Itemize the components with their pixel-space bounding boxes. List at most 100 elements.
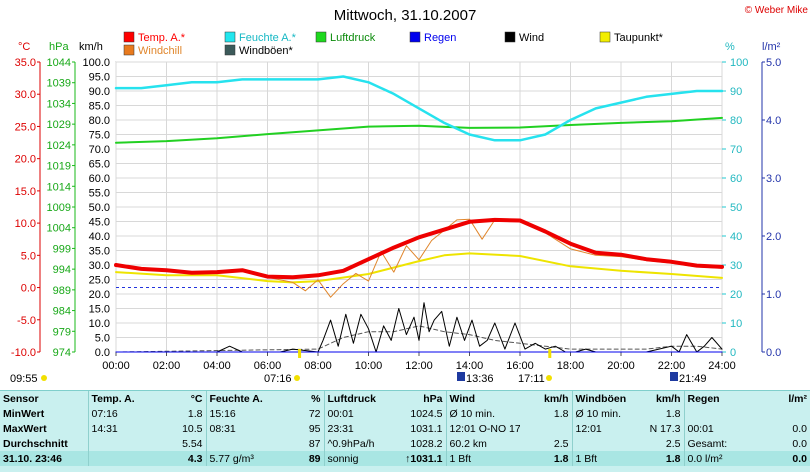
stats-cell: Feuchte A. <box>205 391 266 406</box>
rain-tick-label: 4.0 <box>766 115 781 127</box>
stats-cell: 5.54 <box>182 437 203 450</box>
legend-swatch <box>315 31 327 43</box>
stats-cell: 1028.2 <box>410 437 443 450</box>
pressure-tick-label: 1019 <box>47 161 71 173</box>
x-tick-label: 04:00 <box>203 360 231 372</box>
stats-cell: 95 <box>308 422 321 435</box>
time-marker-label: 09:55 <box>10 373 38 385</box>
stats-cell: Luftdruck <box>323 391 386 406</box>
stats-cell: 5.77 g/m³ <box>205 451 266 466</box>
series-line-taupunkt <box>115 252 723 284</box>
x-tick-label: 06:00 <box>254 360 282 372</box>
stats-cell: 12:01 O-NO 17.3 <box>445 421 520 436</box>
stats-cell: 10.5 <box>182 422 203 435</box>
wind-tick-label: 55.0 <box>89 188 110 200</box>
pressure-tick-label: 1034 <box>47 98 71 110</box>
temp-tick-label: 30.0 <box>15 89 36 101</box>
legend-swatch <box>599 31 611 43</box>
temp-tick-label: -5.0 <box>17 315 36 327</box>
pressure-tick-label: 989 <box>53 285 71 297</box>
humidity-unit-label: % <box>725 41 735 53</box>
wind-tick-label: 25.0 <box>89 275 110 287</box>
stats-cell: 1.8 <box>187 407 203 420</box>
legend-swatch <box>224 44 236 56</box>
stats-cell: Ø 10 min. <box>445 406 520 421</box>
humidity-tick-label: 50 <box>730 202 742 214</box>
series-line-tempa <box>114 217 724 280</box>
stats-cell: ^0.9hPa/h <box>323 436 386 451</box>
legend-label: Luftdruck <box>330 32 376 44</box>
stats-cell: MinWert <box>3 407 45 420</box>
wind-tick-label: 95.0 <box>89 72 110 84</box>
pressure-unit-label: hPa <box>49 41 69 53</box>
legend-label: Temp. A.* <box>138 32 186 44</box>
humidity-tick-label: 90 <box>730 86 742 98</box>
stats-cell: Durchschnitt <box>3 437 68 450</box>
stats-row: MaxWert 14:31 10.5 08:31 95 23:31 1031.1 12:01 … <box>0 421 810 436</box>
stats-cell: Sensor <box>3 392 39 405</box>
stats-cell: 1.8 <box>520 451 572 466</box>
chart-title: Mittwoch, 31.10.2007 <box>334 7 477 24</box>
rain-tick-label: 3.0 <box>766 173 781 185</box>
pressure-tick-label: 1014 <box>47 181 71 193</box>
wind-tick-label: 80.0 <box>89 115 110 127</box>
wind-tick-label: 40.0 <box>89 231 110 243</box>
stats-cell: 2.5 <box>553 437 569 450</box>
stats-cell: 1 Bft <box>571 451 632 466</box>
pressure-tick-label: 984 <box>53 306 71 318</box>
wind-tick-label: 70.0 <box>89 144 110 156</box>
stats-cell <box>683 406 750 421</box>
stats-cell: sonnig <box>323 451 386 466</box>
max-marker <box>670 372 678 381</box>
wind-tick-label: 100.0 <box>82 57 110 69</box>
humidity-tick-label: 40 <box>730 231 742 243</box>
wind-tick-label: 5.0 <box>95 333 110 345</box>
wind-tick-label: 0.0 <box>95 347 110 359</box>
humidity-tick-label: 0 <box>730 347 736 359</box>
x-tick-label: 08:00 <box>304 360 332 372</box>
stats-cell: hPa <box>423 392 443 405</box>
wind-tick-label: 75.0 <box>89 130 110 142</box>
series-line-luftdruck <box>115 116 723 144</box>
stats-cell: 08:31 <box>205 421 266 436</box>
temp-tick-label: 15.0 <box>15 186 36 198</box>
stats-cell: 15:16 <box>205 406 266 421</box>
stats-cell: % <box>311 392 321 405</box>
humidity-tick-label: 80 <box>730 115 742 127</box>
legend-swatch <box>123 31 135 43</box>
stats-cell: 1031.1 <box>410 422 443 435</box>
temp-tick-label: 0.0 <box>21 283 36 295</box>
stats-cell: 1.8 <box>553 407 569 420</box>
pressure-tick-label: 994 <box>53 264 71 276</box>
stats-cell: 00:01 <box>683 421 750 436</box>
chart-axes: 35.0 30.0 25.0 20.0 15.0 10.0 5.0 0.0 -5.0 -10.0 1… <box>11 41 781 372</box>
stats-cell: MaxWert <box>3 422 47 435</box>
pressure-tick-label: 1009 <box>47 202 71 214</box>
x-tick-label: 16:00 <box>506 360 534 372</box>
humidity-tick-label: 60 <box>730 173 742 185</box>
wind-unit-label: km/h <box>79 41 103 53</box>
x-tick-label: 24:00 <box>708 360 736 372</box>
stats-cell: 0.0 <box>750 451 810 466</box>
wind-tick-label: 15.0 <box>89 304 110 316</box>
series-line-windben <box>115 325 723 353</box>
x-tick-label: 20:00 <box>607 360 635 372</box>
legend-swatch <box>504 31 516 43</box>
stats-cell: N 17.3 <box>649 422 681 435</box>
stats-cell <box>205 436 266 451</box>
wind-tick-label: 90.0 <box>89 86 110 98</box>
legend-label: Feuchte A.* <box>239 32 297 44</box>
legend-swatch <box>123 44 135 56</box>
time-marker-label: 17:11 <box>518 373 545 385</box>
rain-tick-label: 2.0 <box>766 231 781 243</box>
stats-cell: km/h <box>543 392 569 405</box>
rain-unit-label: l/m² <box>762 41 781 53</box>
temp-tick-label: 25.0 <box>15 121 36 133</box>
stats-cell: 00:01 <box>323 406 386 421</box>
stats-cell: 72 <box>308 407 321 420</box>
rain-tick-label: 0.0 <box>766 347 781 359</box>
stats-cell <box>87 436 148 451</box>
stats-cell: 1.8 <box>665 407 681 420</box>
stats-cell: 1 Bft <box>445 451 520 466</box>
